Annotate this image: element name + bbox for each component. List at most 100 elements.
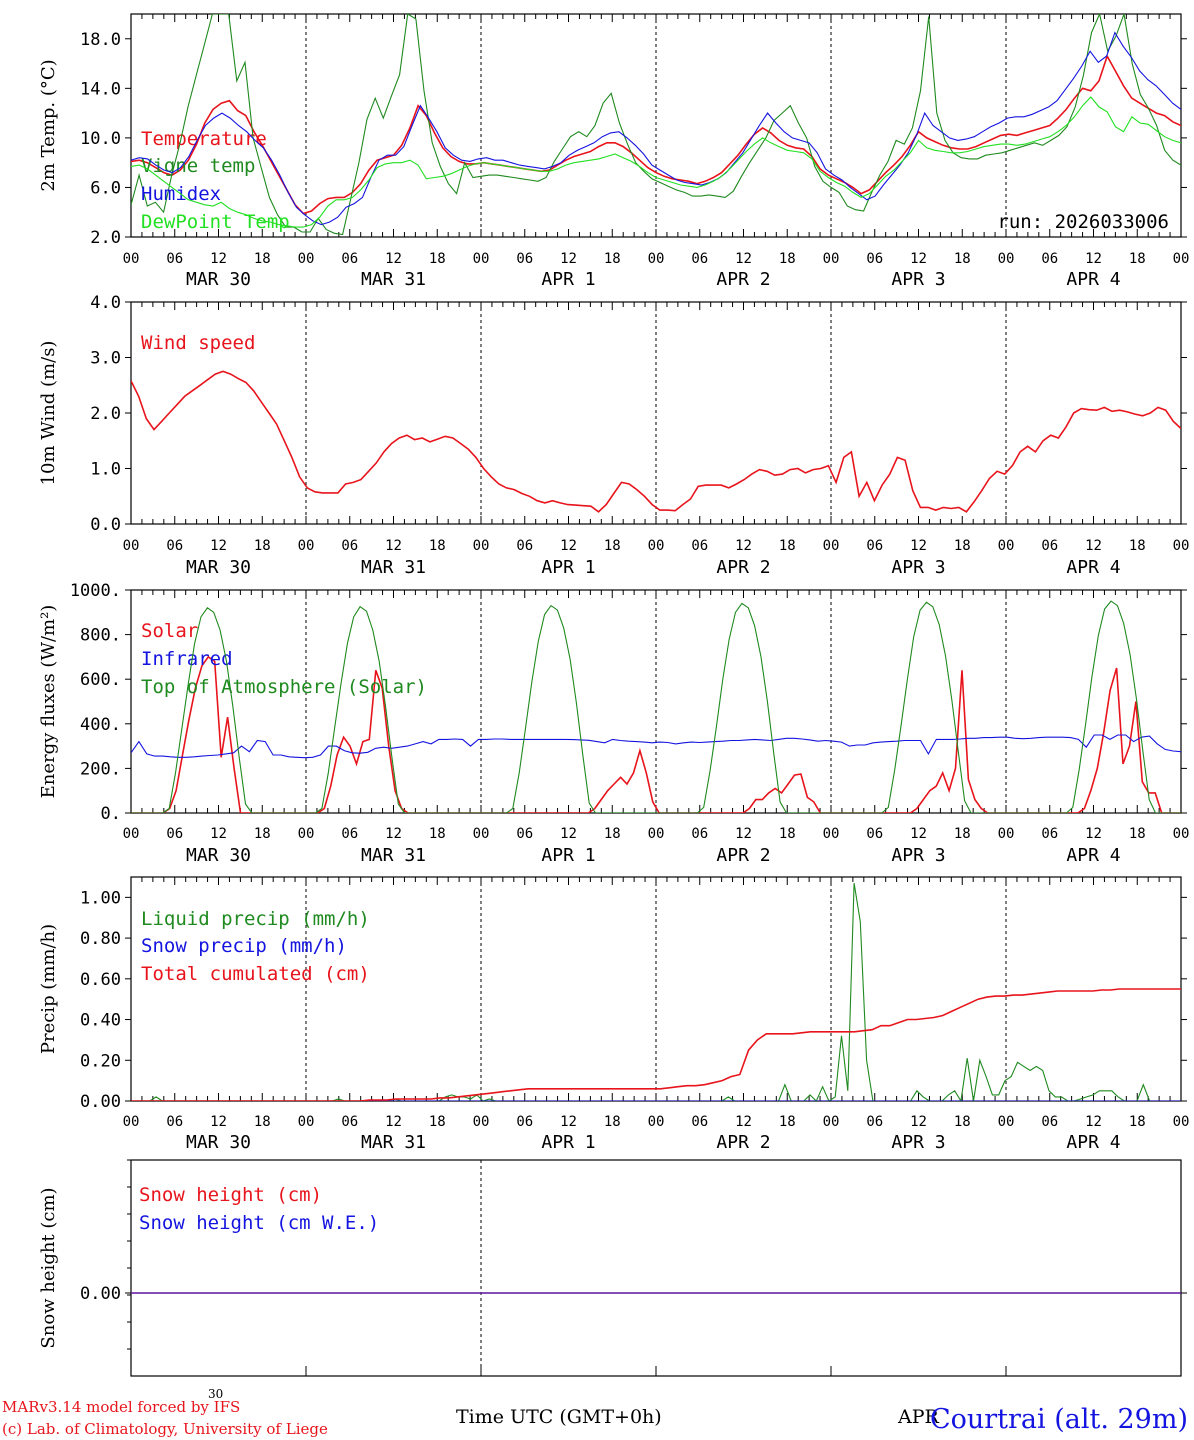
hour-tick-label: 06: [341, 538, 358, 554]
hour-tick-label: 06: [691, 538, 708, 554]
hour-tick-label: 06: [516, 251, 533, 267]
hour-tick-label: 12: [385, 1114, 402, 1130]
hour-tick-label: 12: [385, 251, 402, 267]
y-tick-label: 0.40: [80, 1011, 121, 1031]
legend-entry: Wind speed: [141, 332, 255, 354]
y-tick-label: 10.0: [80, 129, 121, 149]
hour-tick-label: 00: [1173, 251, 1190, 267]
hour-tick-label: 12: [210, 1114, 227, 1130]
hour-tick-label: 18: [779, 1114, 796, 1130]
hour-tick-label: 06: [166, 251, 183, 267]
hour-tick-label: 06: [866, 826, 883, 842]
hour-tick-label: 00: [823, 826, 840, 842]
y-tick-label: 0.00: [80, 1284, 121, 1304]
legend-entry: Total cumulated (cm): [141, 963, 370, 985]
hour-tick-label: 18: [604, 1114, 621, 1130]
hour-tick-label: 00: [298, 251, 315, 267]
day-label: MAR 31: [361, 557, 426, 578]
day-label: MAR 30: [186, 557, 251, 578]
hour-tick-label: 00: [298, 826, 315, 842]
hour-tick-label: 06: [516, 1114, 533, 1130]
hour-tick-label: 12: [560, 251, 577, 267]
series-line-infrared: [131, 734, 1181, 759]
day-label: APR 2: [716, 557, 770, 578]
day-label: APR 4: [1066, 845, 1120, 866]
hour-tick-label: 18: [779, 826, 796, 842]
day-label: APR 1: [541, 1132, 595, 1153]
hour-tick-label: 00: [998, 538, 1015, 554]
hour-tick-label: 00: [473, 251, 490, 267]
hour-tick-label: 18: [429, 538, 446, 554]
hour-tick-label: 06: [1041, 538, 1058, 554]
hour-tick-label: 18: [1129, 538, 1146, 554]
legend-entry: Liquid precip (mm/h): [141, 908, 370, 930]
hour-tick-label: 18: [954, 538, 971, 554]
y-tick-label: 0.00: [80, 1092, 121, 1112]
hour-tick-label: 12: [735, 538, 752, 554]
hour-tick-label: 06: [866, 1114, 883, 1130]
hour-tick-label: 18: [254, 251, 271, 267]
series-line-solar: [131, 655, 1181, 813]
y-tick-label: 600.: [80, 670, 121, 690]
day-label: APR 4: [1066, 269, 1120, 290]
y-tick-label: 4.0: [90, 293, 121, 313]
panel-frame: [130, 13, 1182, 238]
hour-tick-label: 06: [691, 251, 708, 267]
hour-tick-label: 00: [1173, 538, 1190, 554]
day-label: MAR 31: [361, 1132, 426, 1153]
series-line-dewpoint-temp: [131, 96, 1181, 228]
hour-tick-label: 18: [429, 251, 446, 267]
y-tick-label: 1.00: [80, 888, 121, 908]
hour-tick-label: 00: [123, 1114, 140, 1130]
series-line-vigne-temp: [131, 14, 1181, 236]
day-label: APR 2: [716, 1132, 770, 1153]
legend-entry: Infrared: [141, 648, 233, 670]
series-line-humidex: [131, 31, 1181, 226]
legend-entry: Top of Atmosphere (Solar): [141, 676, 427, 698]
series-line-wind-speed: [131, 370, 1181, 513]
hour-tick-label: 00: [648, 251, 665, 267]
hour-tick-label: 12: [210, 251, 227, 267]
stray-month-label: APR: [897, 1406, 940, 1428]
hour-tick-label: 12: [910, 1114, 927, 1130]
hour-tick-label: 00: [998, 826, 1015, 842]
hour-tick-label: 18: [954, 826, 971, 842]
hour-tick-label: 06: [516, 826, 533, 842]
hour-tick-label: 12: [385, 538, 402, 554]
hour-tick-label: 00: [823, 251, 840, 267]
x-axis-title: Time UTC (GMT+0h): [456, 1406, 662, 1428]
hour-tick-label: 12: [735, 826, 752, 842]
hour-tick-label: 00: [648, 538, 665, 554]
y-tick-label: 2.0: [90, 404, 121, 424]
station-name: Courtrai (alt. 29m): [930, 1404, 1188, 1435]
hour-tick-label: 06: [166, 826, 183, 842]
hour-tick-label: 12: [910, 538, 927, 554]
legend-entry: DewPoint Temp: [141, 211, 290, 233]
y-axis-label: 2m Temp. (°C): [38, 59, 59, 191]
y-tick-label: 14.0: [80, 79, 121, 99]
day-label: MAR 31: [361, 269, 426, 290]
y-tick-label: 1000.: [70, 581, 121, 601]
day-label: APR 2: [716, 845, 770, 866]
panel-4: 0.00 0.20 0.40 0.60 0.80 1.00 Precip (mm/h) 00 0…: [38, 876, 1189, 1153]
hour-tick-label: 00: [823, 538, 840, 554]
day-label: APR 4: [1066, 1132, 1120, 1153]
model-credit-line2: (c) Lab. of Climatology, University of L…: [2, 1420, 328, 1438]
day-label: APR 3: [891, 557, 945, 578]
hour-tick-label: 06: [866, 251, 883, 267]
hour-tick-label: 12: [1085, 1114, 1102, 1130]
hour-tick-label: 06: [341, 826, 358, 842]
hour-tick-label: 12: [1085, 826, 1102, 842]
hour-tick-label: 12: [910, 826, 927, 842]
hour-tick-label: 00: [123, 538, 140, 554]
hour-tick-label: 12: [1085, 538, 1102, 554]
series-line-total-cumulated-cm-: [131, 988, 1181, 1101]
panel-2: 0.0 1.0 2.0 3.0 4.0 10m Wind (m/s) 00 06 12 18 00 0…: [38, 293, 1189, 578]
day-label: APR 3: [891, 269, 945, 290]
hour-tick-label: 00: [823, 1114, 840, 1130]
hour-tick-label: 06: [516, 538, 533, 554]
hour-tick-label: 06: [1041, 251, 1058, 267]
hour-tick-label: 18: [604, 826, 621, 842]
y-axis-label: 10m Wind (m/s): [38, 341, 59, 486]
